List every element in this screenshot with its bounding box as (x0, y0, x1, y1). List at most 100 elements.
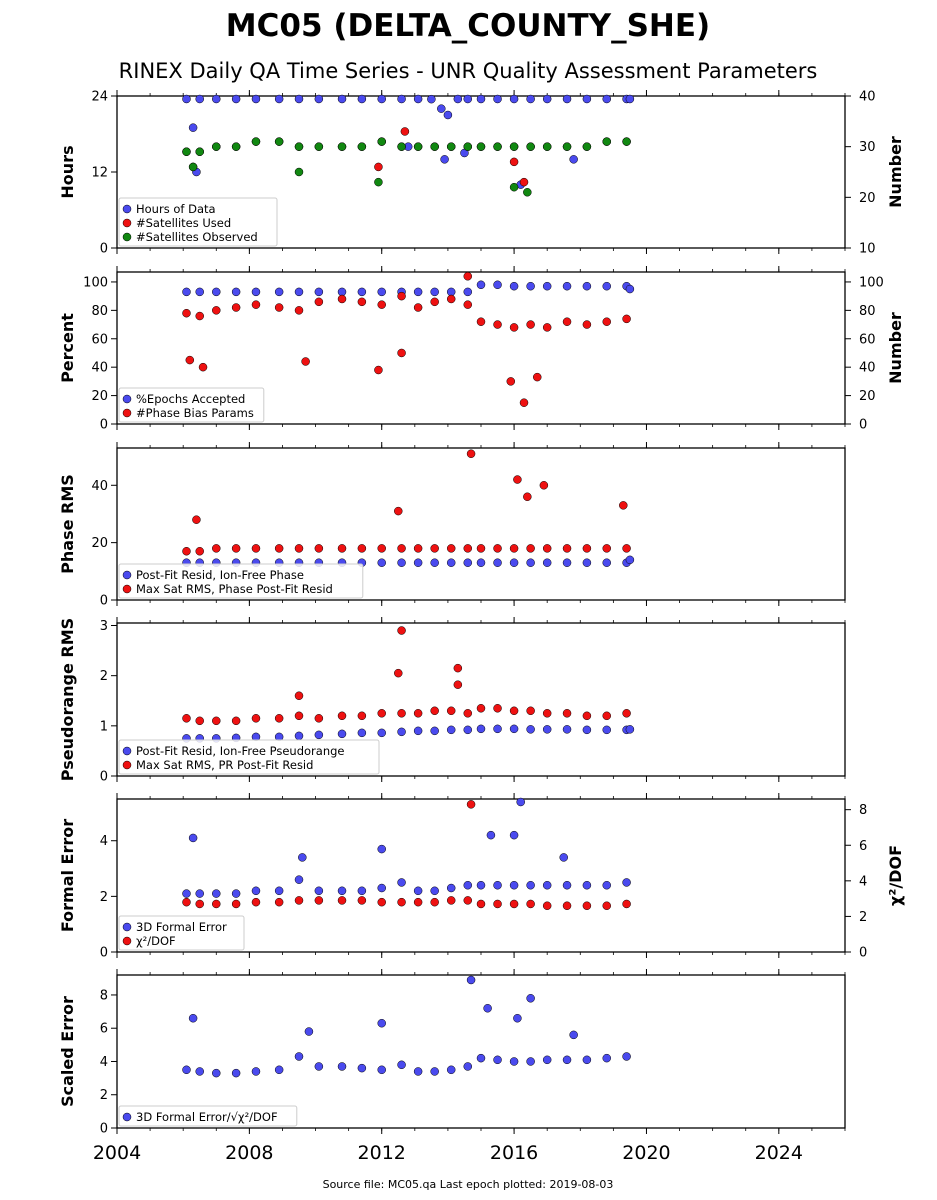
data-point (251, 886, 261, 896)
series-2 (182, 626, 631, 726)
data-point (526, 320, 535, 329)
data-point (394, 506, 403, 516)
data-point (357, 544, 367, 553)
data-point (519, 177, 529, 187)
data-point (430, 1067, 439, 1076)
y-tick-label: 0 (100, 242, 108, 257)
x-tick-label: 2004 (93, 1142, 141, 1164)
data-point (562, 725, 572, 734)
legend-marker (122, 232, 132, 242)
data-point (446, 1065, 456, 1075)
y-tick-label: 0 (100, 1122, 108, 1137)
data-point (294, 167, 304, 177)
data-point (314, 287, 324, 297)
data-point (542, 558, 552, 567)
series-2 (182, 449, 631, 556)
data-point (582, 281, 592, 291)
data-point (476, 1053, 486, 1063)
data-point (509, 706, 519, 716)
y-tick-label: 40 (91, 479, 108, 494)
data-point (430, 886, 439, 896)
data-point (274, 886, 284, 896)
data-point (523, 188, 532, 197)
data-point (314, 94, 324, 104)
series-1 (182, 797, 631, 898)
legend: 3D Formal Error/√χ²/DOF (118, 1105, 298, 1127)
data-point (463, 287, 473, 297)
data-point (582, 1055, 592, 1065)
data-point (463, 709, 473, 718)
data-point (314, 297, 324, 307)
data-point (625, 94, 635, 104)
data-point (526, 880, 535, 890)
data-point (562, 317, 572, 326)
data-point (274, 94, 284, 104)
data-point (294, 287, 304, 297)
legend: Post-Fit Resid, Ion-Free PseudorangeMax … (118, 739, 380, 775)
y-tick-label: 2 (100, 890, 108, 905)
series-3 (182, 137, 631, 197)
data-point (476, 544, 486, 553)
data-point (509, 558, 519, 567)
data-point (274, 303, 284, 312)
y-tick-label: 40 (91, 361, 108, 376)
data-point (559, 853, 568, 862)
data-point (377, 728, 386, 738)
data-point (251, 1067, 261, 1076)
y-axis-label: Phase RMS (58, 474, 77, 574)
plot-frame (116, 974, 846, 1129)
data-point (582, 711, 592, 721)
data-point (212, 889, 221, 898)
data-point (509, 724, 519, 734)
data-point (446, 725, 456, 735)
data-point (397, 544, 406, 553)
data-point (182, 889, 191, 898)
data-point (294, 731, 304, 741)
data-point (446, 558, 456, 567)
data-point (294, 691, 304, 700)
data-point (337, 886, 347, 896)
data-point (212, 287, 221, 297)
data-point (195, 716, 204, 726)
panel-4: 0 1 2 3 Pseudorange RMS Post-Fit Resid, Ion-F… (58, 617, 846, 785)
data-point (582, 320, 592, 329)
y-tick-label: 4 (100, 834, 108, 849)
series-1 (182, 280, 635, 297)
data-point (274, 544, 284, 553)
data-point (526, 94, 535, 104)
series-2 (182, 272, 631, 407)
data-point (430, 297, 439, 307)
data-point (493, 544, 502, 553)
y-axis-label: Pseudorange RMS (58, 618, 77, 781)
data-point (294, 544, 304, 553)
data-point (397, 709, 406, 718)
y2-tick-label: 8 (859, 803, 867, 818)
legend-marker (122, 584, 132, 594)
data-point (622, 314, 631, 324)
data-point (377, 1065, 386, 1075)
legend: Hours of Data#Satellites Used#Satellites… (118, 197, 278, 247)
data-point (446, 287, 456, 297)
series-2 (182, 127, 631, 187)
legend-box (118, 1105, 298, 1127)
data-point (509, 157, 519, 167)
data-point (542, 725, 552, 734)
data-point (542, 880, 552, 890)
data-point (509, 1057, 519, 1066)
data-point (602, 901, 611, 910)
x-tick-label: 2008 (225, 1142, 273, 1164)
legend-box (118, 915, 245, 951)
legend-label: #Phase Bias Params (136, 406, 254, 420)
data-point (602, 1053, 611, 1063)
data-point (476, 558, 486, 567)
y-axis-label: Scaled Error (58, 996, 77, 1107)
data-point (526, 281, 535, 291)
data-point (622, 878, 631, 887)
y2-tick-label: 100 (859, 275, 884, 290)
data-point (562, 94, 572, 104)
data-point (377, 137, 386, 146)
data-point (377, 94, 386, 104)
data-point (493, 724, 502, 734)
data-point (542, 709, 552, 718)
data-point (453, 663, 463, 673)
